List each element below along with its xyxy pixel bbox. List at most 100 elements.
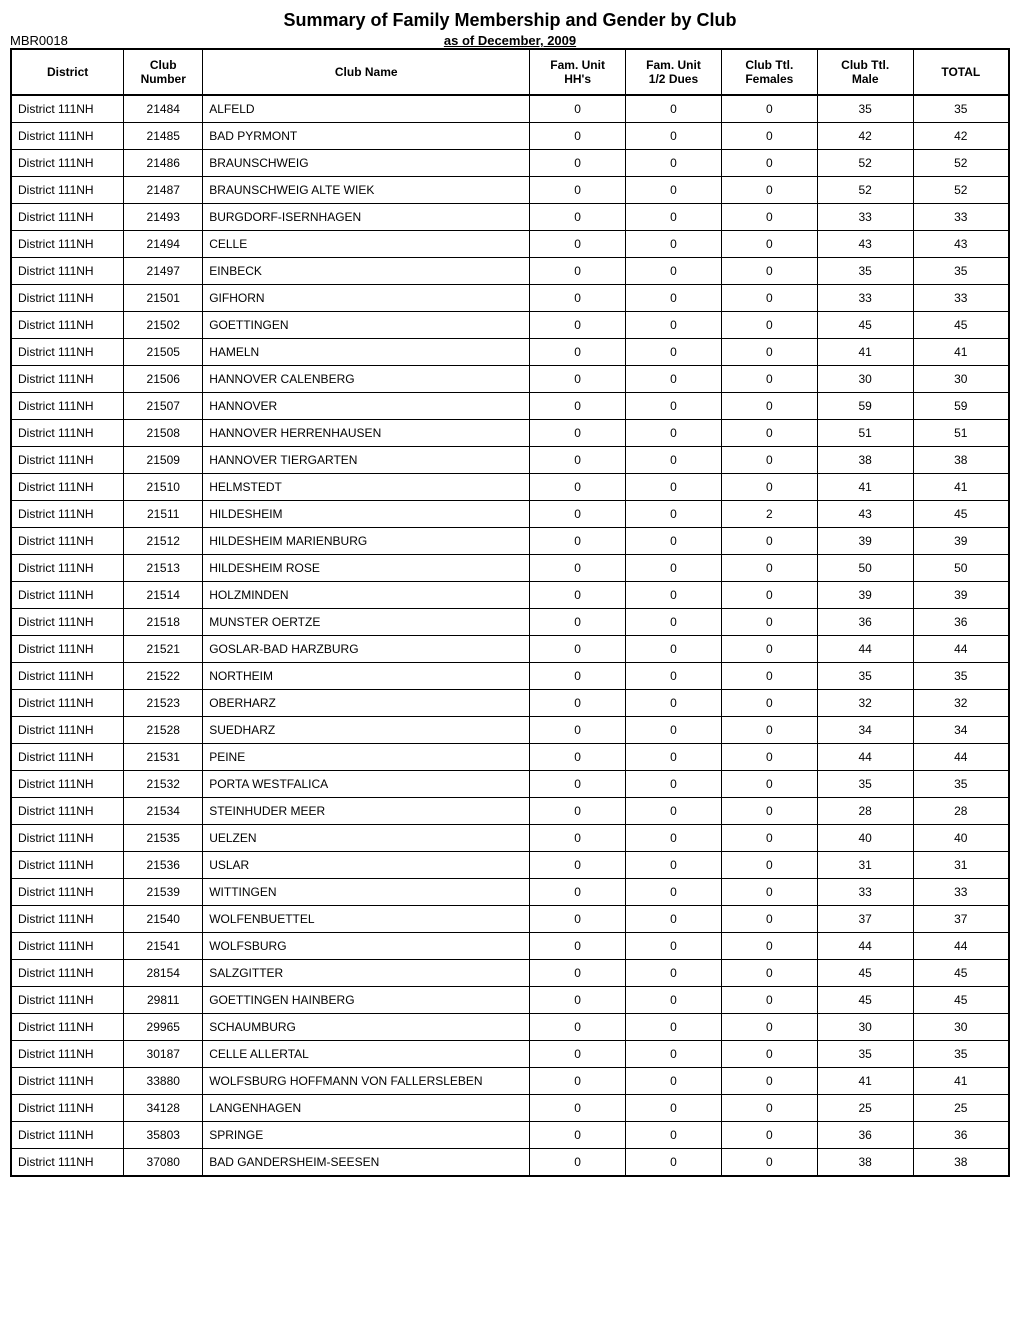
header-row: MBR0018 as of December, 2009 [10, 33, 1010, 48]
table-cell: 52 [913, 150, 1009, 177]
table-cell: 35 [913, 1041, 1009, 1068]
table-cell: 50 [913, 555, 1009, 582]
table-column-header: Club Ttl.Females [721, 49, 817, 95]
table-column-header: Club Name [203, 49, 530, 95]
table-column-header: Club Ttl.Male [817, 49, 913, 95]
table-cell: 0 [626, 933, 722, 960]
table-row: District 111NH21523OBERHARZ0003232 [11, 690, 1009, 717]
table-cell: 21493 [124, 204, 203, 231]
table-cell: 30 [817, 1014, 913, 1041]
table-cell: 0 [530, 123, 626, 150]
table-row: District 111NH21497EINBECK0003535 [11, 258, 1009, 285]
table-row: District 111NH34128LANGENHAGEN0002525 [11, 1095, 1009, 1122]
table-cell: 38 [817, 447, 913, 474]
table-cell: 0 [530, 231, 626, 258]
table-cell: 0 [530, 879, 626, 906]
table-cell: 0 [721, 95, 817, 123]
table-cell: 0 [626, 663, 722, 690]
table-row: District 111NH33880WOLFSBURG HOFFMANN VO… [11, 1068, 1009, 1095]
table-cell: 0 [626, 582, 722, 609]
table-cell: 35 [817, 1041, 913, 1068]
table-row: District 111NH35803SPRINGE0003636 [11, 1122, 1009, 1149]
report-id: MBR0018 [10, 33, 110, 48]
table-cell: 36 [817, 1122, 913, 1149]
table-cell: 21522 [124, 663, 203, 690]
table-cell: 34128 [124, 1095, 203, 1122]
table-cell: HANNOVER CALENBERG [203, 366, 530, 393]
table-cell: 21532 [124, 771, 203, 798]
table-cell: 44 [913, 636, 1009, 663]
table-cell: 31 [817, 852, 913, 879]
table-cell: 0 [626, 420, 722, 447]
table-cell: 41 [913, 339, 1009, 366]
table-cell: 0 [530, 825, 626, 852]
table-cell: District 111NH [11, 95, 124, 123]
table-cell: 33 [817, 879, 913, 906]
table-cell: OBERHARZ [203, 690, 530, 717]
table-cell: 0 [626, 501, 722, 528]
table-cell: 36 [817, 609, 913, 636]
table-cell: District 111NH [11, 312, 124, 339]
table-cell: 39 [817, 582, 913, 609]
table-row: District 111NH21486BRAUNSCHWEIG0005252 [11, 150, 1009, 177]
table-cell: 25 [913, 1095, 1009, 1122]
table-cell: 33880 [124, 1068, 203, 1095]
table-cell: 21541 [124, 933, 203, 960]
table-cell: 0 [530, 339, 626, 366]
table-cell: GOETTINGEN [203, 312, 530, 339]
table-cell: 0 [626, 879, 722, 906]
table-cell: 50 [817, 555, 913, 582]
table-cell: 0 [530, 744, 626, 771]
table-row: District 111NH21540WOLFENBUETTEL0003737 [11, 906, 1009, 933]
table-cell: STEINHUDER MEER [203, 798, 530, 825]
table-cell: 0 [721, 1068, 817, 1095]
table-cell: MUNSTER OERTZE [203, 609, 530, 636]
table-cell: 0 [721, 636, 817, 663]
table-cell: HILDESHEIM ROSE [203, 555, 530, 582]
table-cell: 45 [817, 312, 913, 339]
table-cell: 0 [626, 393, 722, 420]
table-cell: District 111NH [11, 771, 124, 798]
table-cell: 0 [721, 231, 817, 258]
table-cell: ALFELD [203, 95, 530, 123]
table-cell: 52 [913, 177, 1009, 204]
table-cell: 0 [626, 636, 722, 663]
table-cell: WOLFSBURG HOFFMANN VON FALLERSLEBEN [203, 1068, 530, 1095]
table-cell: 29965 [124, 1014, 203, 1041]
table-cell: 0 [530, 1014, 626, 1041]
table-cell: 0 [530, 95, 626, 123]
table-row: District 111NH21521GOSLAR-BAD HARZBURG00… [11, 636, 1009, 663]
table-cell: 34 [817, 717, 913, 744]
subtitle: as of December, 2009 [110, 33, 910, 48]
table-cell: District 111NH [11, 663, 124, 690]
table-cell: 21518 [124, 609, 203, 636]
table-cell: 35 [817, 258, 913, 285]
table-row: District 111NH21531PEINE0004444 [11, 744, 1009, 771]
table-row: District 111NH28154SALZGITTER0004545 [11, 960, 1009, 987]
table-cell: 0 [721, 933, 817, 960]
table-cell: 21509 [124, 447, 203, 474]
table-row: District 111NH21514HOLZMINDEN0003939 [11, 582, 1009, 609]
table-row: District 111NH21487BRAUNSCHWEIG ALTE WIE… [11, 177, 1009, 204]
table-cell: 21528 [124, 717, 203, 744]
table-row: District 111NH29811GOETTINGEN HAINBERG00… [11, 987, 1009, 1014]
table-cell: District 111NH [11, 987, 124, 1014]
table-cell: 39 [817, 528, 913, 555]
table-cell: 40 [913, 825, 1009, 852]
table-cell: 44 [817, 636, 913, 663]
table-cell: District 111NH [11, 339, 124, 366]
table-row: District 111NH21502GOETTINGEN0004545 [11, 312, 1009, 339]
table-cell: BAD PYRMONT [203, 123, 530, 150]
table-cell: 21513 [124, 555, 203, 582]
table-row: District 111NH21506HANNOVER CALENBERG000… [11, 366, 1009, 393]
table-cell: 21536 [124, 852, 203, 879]
table-cell: HILDESHEIM [203, 501, 530, 528]
table-cell: 41 [913, 1068, 1009, 1095]
table-row: District 111NH21513HILDESHEIM ROSE000505… [11, 555, 1009, 582]
table-cell: 21486 [124, 150, 203, 177]
table-cell: 0 [530, 285, 626, 312]
table-body: District 111NH21484ALFELD0003535District… [11, 95, 1009, 1176]
table-cell: 0 [626, 1041, 722, 1068]
table-cell: CELLE ALLERTAL [203, 1041, 530, 1068]
table-cell: 35 [817, 95, 913, 123]
